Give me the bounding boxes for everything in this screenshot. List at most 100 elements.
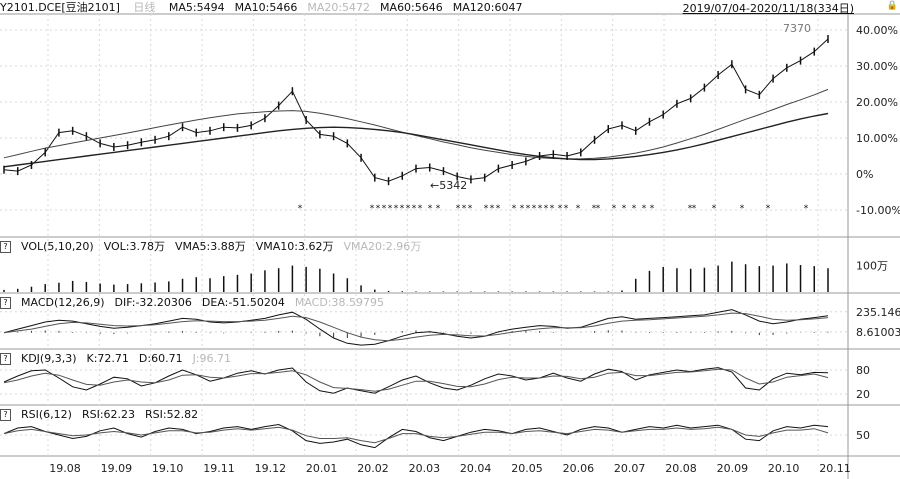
signal-star: * bbox=[468, 204, 473, 214]
signal-star: * bbox=[632, 204, 637, 214]
signal-star: * bbox=[526, 204, 531, 214]
series-rsi6 bbox=[3, 423, 829, 449]
ma-legend-ma120: MA120:6047 bbox=[452, 1, 523, 14]
signal-star: * bbox=[456, 204, 461, 214]
vma20-value: VMA20:2.96万 bbox=[343, 240, 422, 253]
y-tick-label: 80 bbox=[856, 364, 870, 377]
symbol-code: Y2101.DCE bbox=[0, 1, 62, 14]
macd-name: MACD(12,26,9) bbox=[21, 296, 105, 309]
rsi12-value: RSI:52.82 bbox=[145, 408, 199, 421]
help-icon[interactable]: ? bbox=[0, 297, 11, 309]
signal-star: * bbox=[484, 204, 489, 214]
x-tick-label: 19.11 bbox=[203, 462, 235, 475]
y-tick-label: 0% bbox=[856, 168, 873, 181]
x-tick-label: 20.09 bbox=[717, 462, 749, 475]
kdj-header: ? KDJ(9,3,3) K:72.71 D:60.71 J:96.71 bbox=[0, 352, 241, 365]
signal-star: * bbox=[512, 204, 517, 214]
signal-star: * bbox=[496, 204, 501, 214]
x-tick-label: 20.08 bbox=[665, 462, 697, 475]
dif-value: DIF:-32.20306 bbox=[114, 296, 192, 309]
price-panel: 7370←5342* * * * * * * * * * * * * * * * * * * * * * * * * * * * * * *… bbox=[3, 22, 829, 214]
lock-icon[interactable]: 🔒 bbox=[886, 1, 898, 11]
macd-header: ? MACD(12,26,9) DIF:-32.20306 DEA:-51.50204… bbox=[0, 296, 394, 309]
signal-star: * bbox=[576, 204, 581, 214]
signal-star: * bbox=[394, 204, 399, 214]
series-rsi12 bbox=[3, 426, 829, 444]
help-icon[interactable]: ? bbox=[0, 241, 11, 253]
y-tick-label: 20.00% bbox=[856, 96, 898, 109]
signal-star: * bbox=[532, 204, 537, 214]
signal-star: * bbox=[412, 204, 417, 214]
vma10-value: VMA10:3.62万 bbox=[255, 240, 334, 253]
signal-star: * bbox=[376, 204, 381, 214]
x-tick-label: 20.03 bbox=[409, 462, 441, 475]
signal-star: * bbox=[650, 204, 655, 214]
y-tick-label: 30.00% bbox=[856, 60, 898, 73]
rsi-header: ? RSI(6,12) RSI:62.23 RSI:52.82 bbox=[0, 408, 208, 421]
signal-star: * bbox=[538, 204, 543, 214]
signal-star: * bbox=[298, 204, 303, 214]
signal-star: * bbox=[382, 204, 387, 214]
signal-star: * bbox=[612, 204, 617, 214]
vol-name: VOL(5,10,20) bbox=[21, 240, 94, 253]
signal-star: * bbox=[520, 204, 525, 214]
y-tick-label: 50 bbox=[856, 429, 870, 442]
help-icon[interactable]: ? bbox=[0, 409, 11, 421]
signal-star: * bbox=[592, 204, 597, 214]
symbol-name: [豆油2101] bbox=[61, 1, 120, 14]
y-tick-label: 40.00% bbox=[856, 24, 898, 37]
kdj-panel bbox=[3, 367, 829, 394]
signal-star: * bbox=[418, 204, 423, 214]
y-tick-label: -10.00% bbox=[856, 204, 900, 217]
x-tick-label: 19.08 bbox=[49, 462, 81, 475]
signal-star: * bbox=[544, 204, 549, 214]
signal-star: * bbox=[642, 204, 647, 214]
macd-value: MACD:38.59795 bbox=[294, 296, 384, 309]
k-value: K:72.71 bbox=[86, 352, 129, 365]
signal-star: * bbox=[564, 204, 569, 214]
series-dif bbox=[3, 309, 829, 346]
signal-star: * bbox=[462, 204, 467, 214]
x-tick-label: 20.10 bbox=[768, 462, 800, 475]
signal-star: * bbox=[490, 204, 495, 214]
kdj-name: KDJ(9,3,3) bbox=[21, 352, 77, 365]
date-range[interactable]: 2019/07/04-2020/11/18(334日) bbox=[682, 2, 854, 15]
series-d bbox=[3, 368, 829, 392]
x-tick-label: 20.11 bbox=[819, 462, 851, 475]
x-tick-label: 19.09 bbox=[101, 462, 133, 475]
dea-value: DEA:-51.50204 bbox=[201, 296, 285, 309]
x-tick-label: 19.12 bbox=[255, 462, 287, 475]
signal-star: * bbox=[692, 204, 697, 214]
signal-star: * bbox=[766, 204, 771, 214]
high-annotation: 7370 bbox=[783, 22, 811, 35]
d-value: D:60.71 bbox=[138, 352, 183, 365]
vma5-value: VMA5:3.88万 bbox=[175, 240, 246, 253]
ma-legend-ma60: MA60:5646 bbox=[380, 1, 443, 14]
low-annotation: ←5342 bbox=[430, 179, 467, 192]
vol-header: ? VOL(5,10,20) VOL:3.78万 VMA5:3.88万 VMA10:3.… bbox=[0, 240, 431, 253]
symbol-label[interactable]: Y2101.DCE[豆油2101] bbox=[0, 1, 120, 14]
ma-legend: MA5:5494 MA10:5466 MA20:5472 MA60:5646 MA120… bbox=[169, 1, 533, 14]
signal-star: * bbox=[558, 204, 563, 214]
j-value: J:96.71 bbox=[192, 352, 232, 365]
signal-star: * bbox=[596, 204, 601, 214]
signal-star: * bbox=[400, 204, 405, 214]
volume-panel bbox=[3, 261, 829, 292]
y-tick-label: 20 bbox=[856, 388, 870, 401]
macd-panel bbox=[3, 309, 829, 346]
y-tick-label: 100万 bbox=[856, 260, 888, 273]
x-tick-label: 20.01 bbox=[306, 462, 338, 475]
y-tick-label: 235.1460 bbox=[856, 306, 900, 319]
signal-star: * bbox=[712, 204, 717, 214]
x-tick-label: 20.07 bbox=[614, 462, 646, 475]
rsi6-value: RSI:62.23 bbox=[81, 408, 136, 421]
price-panel-header: Y2101.DCE[豆油2101] 日线 MA5:5494 MA10:5466 MA… bbox=[0, 1, 542, 14]
signal-star: * bbox=[740, 204, 745, 214]
signal-star: * bbox=[622, 204, 627, 214]
ma-legend-ma10: MA10:5466 bbox=[234, 1, 298, 14]
signal-star: * bbox=[428, 204, 433, 214]
help-icon[interactable]: ? bbox=[0, 353, 11, 365]
x-tick-label: 20.04 bbox=[460, 462, 492, 475]
series-ma120 bbox=[3, 112, 829, 168]
